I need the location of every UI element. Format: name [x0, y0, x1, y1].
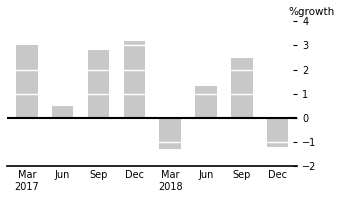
Text: %growth: %growth	[289, 7, 335, 17]
Bar	[16, 45, 38, 118]
Bar	[231, 58, 252, 118]
Bar	[52, 106, 73, 118]
Bar	[159, 118, 181, 149]
Bar	[124, 41, 145, 118]
Bar	[88, 50, 109, 118]
Bar	[267, 118, 289, 147]
Bar	[195, 86, 217, 118]
